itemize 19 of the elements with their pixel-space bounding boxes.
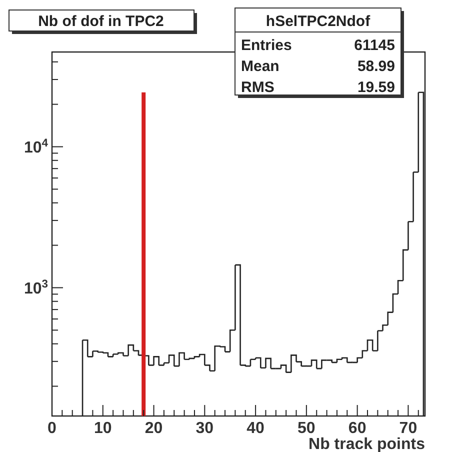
annotation: 58.99 — [357, 58, 395, 75]
annotation: 61145 — [354, 37, 395, 54]
y-tick-label: 10$^{4}$ — [24, 138, 49, 157]
annotation: RMS — [241, 79, 274, 96]
x-tick-label: 0 — [48, 420, 57, 437]
y-tick-label: 10$^{3}$ — [24, 278, 48, 298]
annotation: 19.59 — [357, 79, 395, 96]
x-tick-label: 20 — [144, 420, 163, 437]
x-tick-label: 40 — [246, 420, 265, 437]
x-tick-label: 30 — [196, 420, 214, 437]
text: hSelTPC2Ndof — [266, 13, 372, 30]
x-axis-title: Nb track points — [308, 436, 426, 452]
x-tick-label: 50 — [298, 420, 316, 437]
chart-title: Nb of dof in TPC2 — [38, 13, 164, 30]
x-tick-label: 60 — [348, 420, 366, 437]
annotation: Entries — [241, 37, 292, 54]
annotation: Mean — [241, 58, 280, 75]
x-tick-label: 70 — [399, 420, 418, 437]
x-tick-label: 10 — [94, 420, 112, 437]
